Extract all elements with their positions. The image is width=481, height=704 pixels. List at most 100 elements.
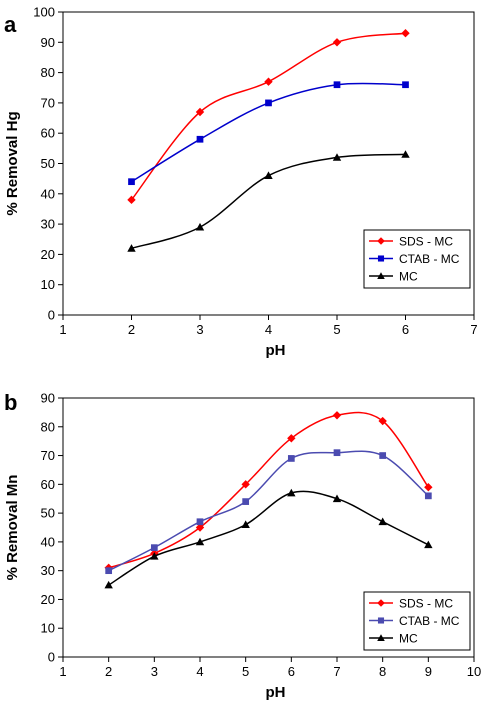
legend-marker <box>377 599 385 607</box>
data-point-marker <box>378 416 387 426</box>
series-mc <box>127 150 410 252</box>
y-tick-label: 10 <box>41 277 55 292</box>
y-tick-label: 80 <box>41 419 55 434</box>
plot-area-frame <box>62 397 475 658</box>
data-point-marker <box>128 178 135 186</box>
series-line <box>131 82 406 183</box>
data-point-marker <box>379 452 387 459</box>
series-ctab-mc <box>128 81 409 186</box>
legend: SDS - MC CTAB - MC MC <box>363 591 471 651</box>
data-point-marker <box>333 449 341 457</box>
y-tick-label: 80 <box>41 65 55 80</box>
data-point-marker <box>424 492 432 500</box>
y-axis-title: % Removal Hg <box>4 111 21 215</box>
data-point-marker <box>332 411 342 420</box>
y-tick-label: 50 <box>41 506 55 521</box>
data-point-marker <box>127 244 136 252</box>
x-tick-label: 7 <box>470 322 477 337</box>
y-tick-label: 30 <box>41 217 55 232</box>
legend-entry-label: MC <box>399 632 418 646</box>
data-point-marker <box>195 523 205 532</box>
data-point-marker <box>402 81 409 89</box>
data-point-marker <box>378 517 387 526</box>
x-axis-title: pH <box>266 342 286 359</box>
data-point-marker <box>196 135 204 143</box>
y-tick-label: 50 <box>41 156 55 171</box>
legend-entry-label: CTAB - MC <box>399 614 460 628</box>
x-tick-label: 2 <box>105 664 112 679</box>
legend: SDS - MC CTAB - MC MC <box>363 229 471 289</box>
legend-marker <box>377 634 385 642</box>
y-tick-label: 100 <box>33 5 55 20</box>
x-axis-title: pH <box>266 684 286 701</box>
data-point-marker <box>150 552 159 560</box>
legend-entry-label: CTAB - MC <box>399 252 460 266</box>
data-point-marker <box>332 494 342 503</box>
data-point-marker <box>241 520 250 528</box>
data-point-marker <box>195 537 205 546</box>
y-tick-label: 90 <box>41 391 55 406</box>
y-tick-label: 20 <box>41 592 55 607</box>
data-point-marker <box>332 153 342 161</box>
y-axis-title: % Removal Mn <box>4 475 21 581</box>
data-point-marker <box>265 99 272 107</box>
data-point-marker <box>332 38 342 47</box>
x-tick-label: 3 <box>151 664 158 679</box>
data-point-marker <box>195 107 205 117</box>
series-ctab-mc <box>105 449 432 575</box>
y-tick-label: 60 <box>41 126 55 141</box>
x-tick-label: 1 <box>59 322 66 337</box>
data-point-marker <box>241 480 250 489</box>
x-tick-label: 4 <box>196 664 203 679</box>
legend-marker <box>377 617 385 624</box>
legend-entry-label: MC <box>399 270 418 284</box>
data-point-marker <box>287 488 296 497</box>
y-tick-label: 40 <box>41 534 55 549</box>
x-tick-label: 1 <box>59 664 66 679</box>
data-point-marker <box>104 580 113 589</box>
data-point-marker <box>333 81 341 89</box>
legend-entry-label: SDS - MC <box>399 597 453 611</box>
x-tick-label: 6 <box>288 664 295 679</box>
data-point-marker <box>150 544 158 552</box>
chart-panel-b: b 1 2 3 4 5 6 7 8 9 10 0 10 20 30 40 50 60 70 80 90 pH % Remov… <box>4 390 481 701</box>
legend-marker <box>377 255 385 262</box>
x-tick-label: 9 <box>425 664 432 679</box>
x-tick-label: 5 <box>242 664 249 679</box>
data-point-marker <box>424 483 433 492</box>
y-tick-label: 60 <box>41 477 55 492</box>
y-tick-label: 70 <box>41 448 55 463</box>
y-tick-label: 90 <box>41 35 55 50</box>
x-tick-label: 8 <box>379 664 386 679</box>
data-point-marker <box>287 434 296 443</box>
data-point-marker <box>242 498 250 505</box>
series-sds-mc <box>127 29 410 205</box>
legend-marker <box>377 272 385 280</box>
data-point-marker <box>401 29 410 38</box>
y-tick-label: 40 <box>41 186 55 201</box>
x-tick-label: 2 <box>128 322 135 337</box>
x-tick-label: 6 <box>402 322 409 337</box>
x-tick-label: 3 <box>196 322 203 337</box>
data-point-marker <box>105 567 113 575</box>
legend-entry-label: SDS - MC <box>399 235 453 249</box>
panel-label: b <box>4 390 17 415</box>
data-point-marker <box>264 77 273 86</box>
series-line <box>108 450 429 572</box>
data-point-marker <box>401 150 410 158</box>
data-point-marker <box>287 455 295 462</box>
y-tick-label: 30 <box>41 563 55 578</box>
y-tick-label: 0 <box>48 650 55 665</box>
y-tick-label: 20 <box>41 247 55 262</box>
data-point-marker <box>195 222 205 231</box>
series-line <box>108 490 429 586</box>
x-tick-label: 4 <box>265 322 272 337</box>
panel-label: a <box>4 12 17 37</box>
data-point-marker <box>264 171 273 179</box>
data-point-marker <box>127 195 136 205</box>
series-mc <box>104 488 433 589</box>
x-tick-label: 5 <box>333 322 340 337</box>
legend-marker <box>377 237 385 245</box>
